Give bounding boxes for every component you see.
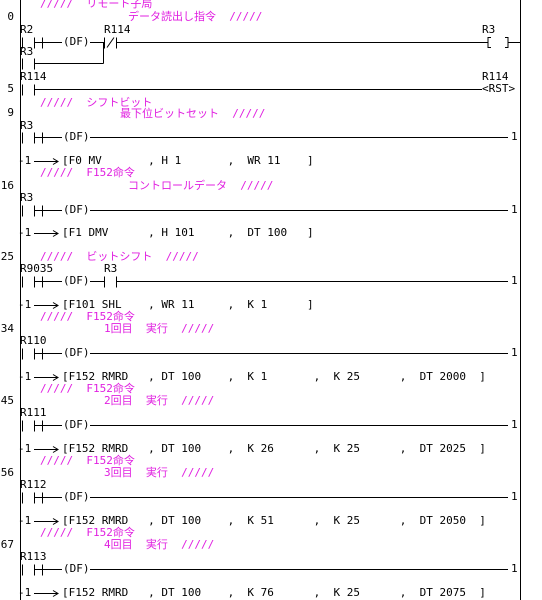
comment: データ読出し指令 ///// xyxy=(128,9,262,23)
df-instruction: (DF) xyxy=(63,418,90,431)
instruction: [F101 SHL , WR 11 , K 1 ] xyxy=(62,298,314,311)
step-number: 5 xyxy=(7,82,14,95)
comment: ///// シフトビット xyxy=(40,96,152,109)
comment: 1回目 実行 ///// xyxy=(104,321,214,335)
df-instruction: (DF) xyxy=(63,346,90,359)
instruction: [F152 RMRD , DT 100 , K 76 , K 25 , DT 2… xyxy=(62,586,486,599)
comment: ///// F152命令 xyxy=(40,525,135,539)
contact-label: R111 xyxy=(20,406,47,419)
comment: 最下位ビットセット ///// xyxy=(120,106,265,120)
coil-label: R114 xyxy=(482,70,509,83)
df-instruction: (DF) xyxy=(63,203,90,216)
df-instruction: (DF) xyxy=(63,130,90,143)
contact-label: R112 xyxy=(20,478,47,491)
step-number: 25 xyxy=(1,250,14,263)
arrow-head xyxy=(52,518,59,525)
instruction: [F1 DMV , H 101 , DT 100 ] xyxy=(62,226,314,239)
contact-label: R3 xyxy=(20,191,33,204)
step-number: 16 xyxy=(1,179,14,192)
step-number: 0 xyxy=(7,10,14,23)
comment: ///// ビットシフト ///// xyxy=(40,250,199,263)
step-number: 34 xyxy=(1,322,15,335)
contact-label: R114 xyxy=(20,70,47,83)
contact-nc-mark xyxy=(106,37,115,48)
instruction: [F152 RMRD , DT 100 , K 26 , K 25 , DT 2… xyxy=(62,442,486,455)
comment: 3回目 実行 ///// xyxy=(104,465,214,479)
step-number: 56 xyxy=(1,466,14,479)
coil-instruction: <RST> xyxy=(482,82,515,95)
continuation-end: 1 xyxy=(511,346,518,359)
arrow-head xyxy=(52,230,59,237)
comment: ///// F152命令 xyxy=(40,453,135,467)
contact-label: R110 xyxy=(20,334,47,347)
contact-label: R3 xyxy=(20,119,33,132)
df-instruction: (DF) xyxy=(63,562,90,575)
coil-label: R3 xyxy=(482,23,495,36)
arrow-head xyxy=(52,374,59,381)
comment: ///// F152命令 xyxy=(40,165,135,179)
comment: 2回目 実行 ///// xyxy=(104,393,214,407)
instruction: [F152 RMRD , DT 100 , K 51 , K 25 , DT 2… xyxy=(62,514,486,527)
continuation-end: 1 xyxy=(511,130,518,143)
continuation-start: -1 xyxy=(18,370,31,383)
comment: ///// F152命令 xyxy=(40,381,135,395)
coil xyxy=(505,37,509,48)
contact-label: R3 xyxy=(104,262,117,275)
continuation-end: 1 xyxy=(511,418,518,431)
df-instruction: (DF) xyxy=(63,35,90,48)
arrow-head xyxy=(52,590,59,597)
contact-label: R114 xyxy=(104,23,131,36)
instruction: [F152 RMRD , DT 100 , K 1 , K 25 , DT 20… xyxy=(62,370,486,383)
comment: コントロールデータ ///// xyxy=(128,178,273,192)
comment: ///// リモート子局 xyxy=(40,0,152,10)
continuation-start: -1 xyxy=(18,298,31,311)
continuation-start: -1 xyxy=(18,154,31,167)
continuation-end: 1 xyxy=(511,203,518,216)
coil xyxy=(487,37,491,48)
arrow-head xyxy=(52,158,59,165)
arrow-head xyxy=(52,446,59,453)
arrow-head xyxy=(52,302,59,309)
continuation-start: -1 xyxy=(18,226,31,239)
contact-label: R2 xyxy=(20,23,33,36)
continuation-end: 1 xyxy=(511,490,518,503)
continuation-start: -1 xyxy=(18,442,31,455)
step-number: 67 xyxy=(1,538,14,551)
contact-label: R113 xyxy=(20,550,47,563)
continuation-start: -1 xyxy=(18,586,31,599)
step-number: 9 xyxy=(7,106,14,119)
continuation-start: -1 xyxy=(18,514,31,527)
instruction: [F0 MV , H 1 , WR 11 ] xyxy=(62,154,314,167)
step-number: 45 xyxy=(1,394,14,407)
comment: ///// F152命令 xyxy=(40,309,135,323)
comment: 4回目 実行 ///// xyxy=(104,537,214,551)
df-instruction: (DF) xyxy=(63,490,90,503)
contact-label: R9035 xyxy=(20,262,53,275)
continuation-end: 1 xyxy=(511,562,518,575)
df-instruction: (DF) xyxy=(63,274,90,287)
continuation-end: 1 xyxy=(511,274,518,287)
contact-label: R3 xyxy=(20,45,33,58)
